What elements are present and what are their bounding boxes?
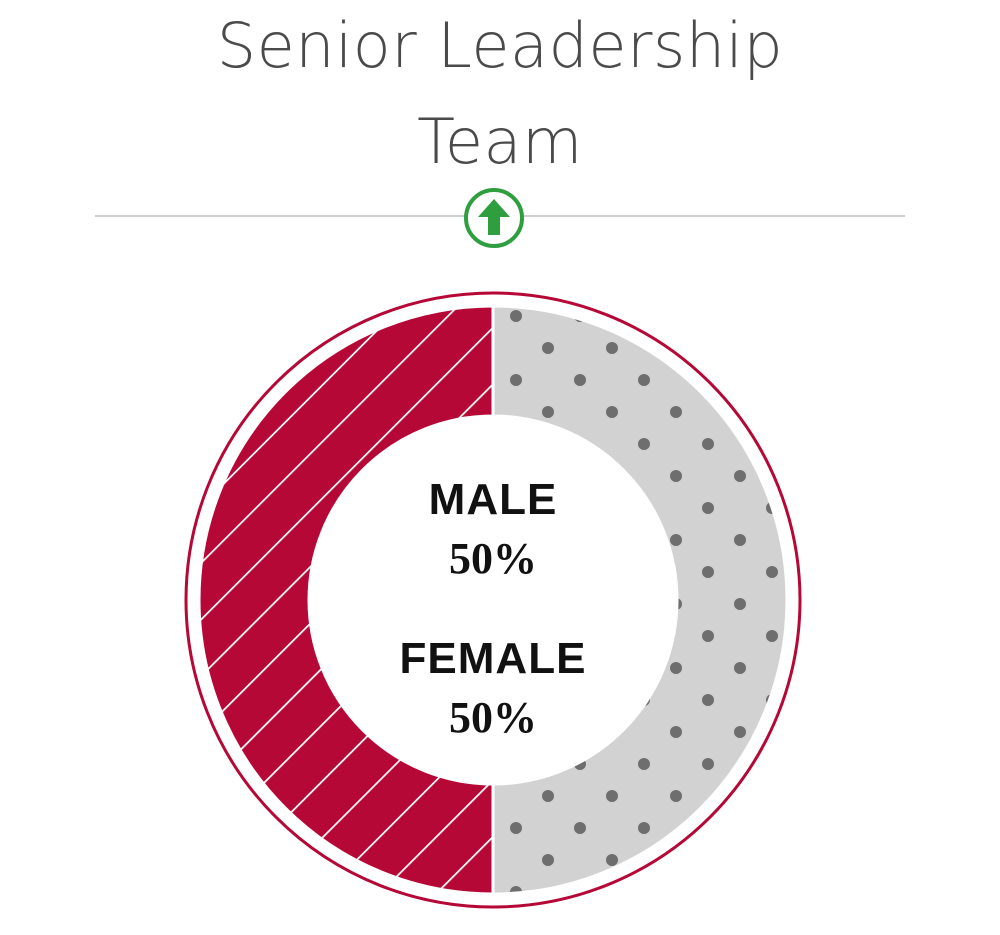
slice-label-male-name: MALE xyxy=(429,475,558,524)
slice-label-female-value: 50% xyxy=(449,693,537,742)
chart-title: Senior Leadership Team xyxy=(0,0,1000,188)
arrow-up-icon xyxy=(464,188,524,248)
slice-label-male-value: 50% xyxy=(449,534,537,583)
donut-slice-male xyxy=(197,304,495,896)
slice-label-female-name: FEMALE xyxy=(400,634,587,683)
donut-slice-female xyxy=(491,304,789,896)
donut-chart: MALE 50% FEMALE 50% xyxy=(184,291,802,909)
chart-title-line-2: Team xyxy=(417,105,583,178)
donut-outer-ring xyxy=(184,291,802,909)
chart-title-line-1: Senior Leadership xyxy=(216,9,784,82)
